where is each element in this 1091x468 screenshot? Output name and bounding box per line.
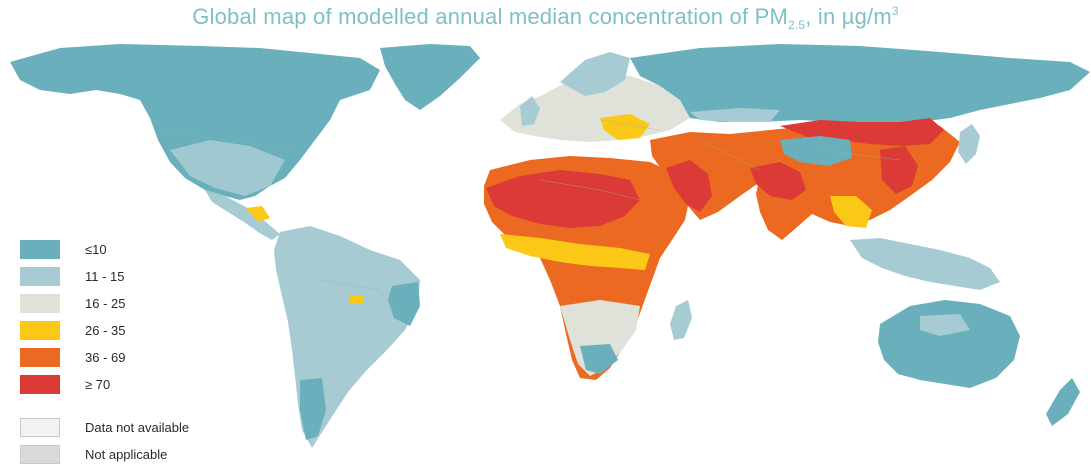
patagonia-teal (300, 378, 326, 440)
legend-swatch (20, 320, 60, 340)
north-america (10, 44, 380, 200)
na-light-band (170, 140, 285, 196)
east-china-high (880, 146, 918, 194)
china-high (780, 118, 944, 146)
new-zealand (1046, 378, 1080, 426)
legend-swatch (20, 239, 60, 259)
scandinavia (560, 52, 630, 96)
legend-item-36-69: 36 - 69 (20, 346, 125, 368)
middle-east (650, 132, 770, 220)
japan (958, 124, 980, 164)
legend-label: ≥ 70 (85, 376, 111, 392)
tibet-plateau (780, 136, 852, 166)
legend-swatch (20, 374, 60, 394)
world-map (10, 44, 1090, 448)
legend-label: 36 - 69 (85, 349, 126, 365)
title-comma: , (805, 4, 812, 29)
southern-africa (560, 300, 640, 376)
legend-label: 11 - 15 (85, 268, 125, 284)
central-america (205, 190, 280, 240)
legend-swatch (20, 444, 60, 464)
sahel-yellow (500, 234, 650, 270)
legend-item-11-15: 11 - 15 (20, 265, 125, 287)
title-subscript: 2.5 (787, 18, 806, 32)
legend-label: 16 - 25 (85, 295, 126, 311)
south-asia-high (750, 162, 806, 200)
title-unit-superscript: 3 (891, 4, 899, 18)
north-asia (630, 44, 1090, 124)
legend-swatch (20, 347, 60, 367)
legend-swatch (20, 266, 60, 286)
se-asia-yellow (830, 196, 872, 228)
madagascar (670, 300, 692, 340)
central-america-yellow (246, 206, 270, 222)
legend-swatch (20, 417, 60, 437)
legend-label: ≤10 (85, 241, 107, 257)
south-america (274, 226, 420, 448)
legend-item-not-applicable: Not applicable (20, 443, 167, 465)
concentration-overlays (170, 108, 970, 440)
country-borders (159, 119, 901, 321)
siberia-light (690, 108, 780, 122)
sahara-high (486, 170, 640, 228)
legend-item-16-25: 16 - 25 (20, 292, 125, 314)
arabia-high (666, 160, 712, 212)
legend-item-data-not-available: Data not available (20, 416, 189, 438)
title-main: Global map of modelled annual median con… (192, 4, 788, 29)
legend-label: 26 - 35 (85, 322, 126, 338)
australia-light (920, 314, 970, 336)
brazil-east-teal (388, 282, 420, 326)
greenland (380, 44, 480, 110)
title-unit: in µg/m (811, 4, 892, 29)
british-isles (520, 96, 540, 126)
legend-item-ge70: ≥ 70 (20, 373, 110, 395)
legend-label: Not applicable (85, 446, 168, 462)
europe-yellow (600, 114, 650, 140)
southeast-asia (850, 238, 1000, 290)
legend-swatch (20, 293, 60, 313)
map-title: Global map of modelled annual median con… (0, 4, 1091, 32)
south-america-yellow (350, 296, 364, 304)
southern-africa-teal (580, 344, 618, 374)
legend-item-le10: ≤10 (20, 238, 107, 260)
legend-label: Data not available (85, 419, 190, 435)
australia (878, 300, 1020, 388)
legend-item-26-35: 26 - 35 (20, 319, 125, 341)
